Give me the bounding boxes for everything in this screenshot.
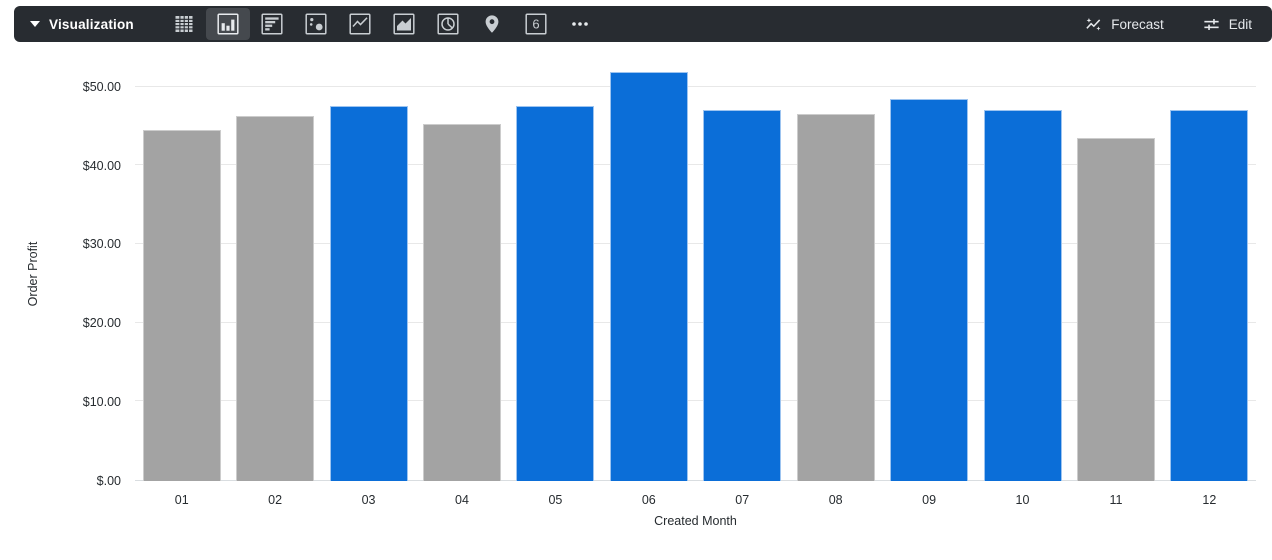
y-tick-label: $.00 bbox=[96, 474, 121, 488]
bar-column: 03 bbox=[322, 67, 415, 507]
visualization-toolbar: Visualization bbox=[14, 6, 1272, 42]
column-chart-button[interactable] bbox=[205, 8, 250, 40]
bar-column: 09 bbox=[882, 67, 975, 507]
table-icon bbox=[173, 13, 195, 35]
bar-04[interactable] bbox=[422, 123, 501, 481]
bar-column: 04 bbox=[415, 67, 508, 507]
bar-column: 11 bbox=[1069, 67, 1162, 507]
area-chart-button[interactable] bbox=[382, 8, 426, 40]
bar-03[interactable] bbox=[329, 105, 408, 481]
single-value-button[interactable]: 6 bbox=[514, 8, 558, 40]
x-tick-label: 07 bbox=[735, 493, 750, 507]
bar-column: 07 bbox=[696, 67, 789, 507]
bar-08[interactable] bbox=[796, 113, 875, 481]
single-value-glyph: 6 bbox=[532, 17, 539, 32]
y-axis-labels: $.00 $10.00 $20.00 $30.00 $40.00 $50.00 bbox=[0, 67, 121, 488]
bar-column: 05 bbox=[509, 67, 602, 507]
visualization-dropdown[interactable]: Visualization bbox=[30, 17, 134, 32]
bar-12[interactable] bbox=[1170, 109, 1249, 481]
toolbar-right-actions: Forecast Edit bbox=[1084, 15, 1252, 34]
forecast-button[interactable]: Forecast bbox=[1084, 15, 1164, 34]
y-tick-label: $30.00 bbox=[82, 237, 121, 252]
forecast-icon bbox=[1084, 15, 1103, 34]
x-tick-label: 06 bbox=[641, 493, 656, 507]
bar-column: 10 bbox=[976, 67, 1069, 507]
y-tick-label: $10.00 bbox=[82, 395, 121, 410]
bar-chart-button[interactable] bbox=[250, 8, 294, 40]
table-chart-button[interactable] bbox=[162, 8, 206, 40]
bar-02[interactable] bbox=[236, 115, 315, 481]
bar-05[interactable] bbox=[516, 106, 595, 481]
bar-10[interactable] bbox=[983, 109, 1062, 481]
scatter-plot-icon bbox=[305, 13, 327, 35]
line-chart-button[interactable] bbox=[338, 8, 382, 40]
x-tick-label: 08 bbox=[828, 493, 843, 507]
bar-09[interactable] bbox=[890, 99, 969, 481]
map-button[interactable] bbox=[470, 8, 514, 40]
edit-button[interactable]: Edit bbox=[1202, 15, 1252, 34]
gridline bbox=[135, 85, 1256, 87]
pie-chart-button[interactable] bbox=[426, 8, 470, 40]
y-tick-label: $40.00 bbox=[82, 158, 121, 173]
x-tick-label: 11 bbox=[1109, 493, 1123, 507]
bar-column: 08 bbox=[789, 67, 882, 507]
bar-chart: Order Profit $.00 $10.00 $20.00 $30.00 $40.0… bbox=[0, 56, 1272, 550]
chart-type-strip: 6 bbox=[162, 8, 602, 40]
edit-sliders-icon bbox=[1202, 15, 1221, 34]
bar-columns: 01 02 03 04 05 06 07 08 09 10 11 12 bbox=[135, 67, 1256, 507]
bar-11[interactable] bbox=[1076, 137, 1155, 481]
bar-01[interactable] bbox=[142, 130, 221, 481]
x-tick-label: 03 bbox=[361, 493, 376, 507]
line-chart-icon bbox=[349, 13, 371, 35]
visualization-title: Visualization bbox=[49, 16, 134, 32]
x-tick-label: 02 bbox=[268, 493, 283, 507]
edit-label: Edit bbox=[1228, 16, 1252, 32]
y-tick-label: $50.00 bbox=[82, 79, 121, 94]
x-tick-label: 10 bbox=[1015, 493, 1030, 507]
bar-column: 06 bbox=[602, 67, 695, 507]
bar-chart-icon bbox=[261, 13, 283, 35]
gridline bbox=[135, 321, 1256, 323]
y-tick-label: $20.00 bbox=[82, 316, 121, 331]
plot-area bbox=[135, 67, 1256, 481]
gridline bbox=[135, 164, 1256, 166]
x-axis-title: Created Month bbox=[654, 514, 737, 528]
single-value-icon: 6 bbox=[525, 13, 547, 35]
bar-column: 12 bbox=[1163, 67, 1256, 507]
gridline bbox=[135, 400, 1256, 402]
bar-07[interactable] bbox=[703, 109, 782, 481]
x-tick-label: 12 bbox=[1202, 493, 1217, 507]
area-chart-icon bbox=[393, 13, 415, 35]
bar-column: 02 bbox=[228, 67, 321, 507]
bar-06[interactable] bbox=[609, 71, 688, 481]
x-tick-label: 01 bbox=[174, 493, 189, 507]
caret-down-icon bbox=[30, 21, 40, 27]
x-tick-label: 04 bbox=[455, 493, 469, 507]
x-tick-label: 09 bbox=[922, 493, 937, 507]
more-options-icon bbox=[569, 13, 591, 35]
column-chart-icon bbox=[217, 13, 239, 35]
scatter-plot-button[interactable] bbox=[294, 8, 338, 40]
forecast-label: Forecast bbox=[1111, 16, 1164, 32]
x-tick-label: 05 bbox=[548, 493, 563, 507]
pie-chart-icon bbox=[437, 13, 459, 35]
gridline bbox=[135, 243, 1256, 244]
bar-column: 01 bbox=[135, 67, 228, 507]
more-chart-types-button[interactable] bbox=[558, 8, 602, 40]
map-pin-icon bbox=[481, 13, 503, 35]
